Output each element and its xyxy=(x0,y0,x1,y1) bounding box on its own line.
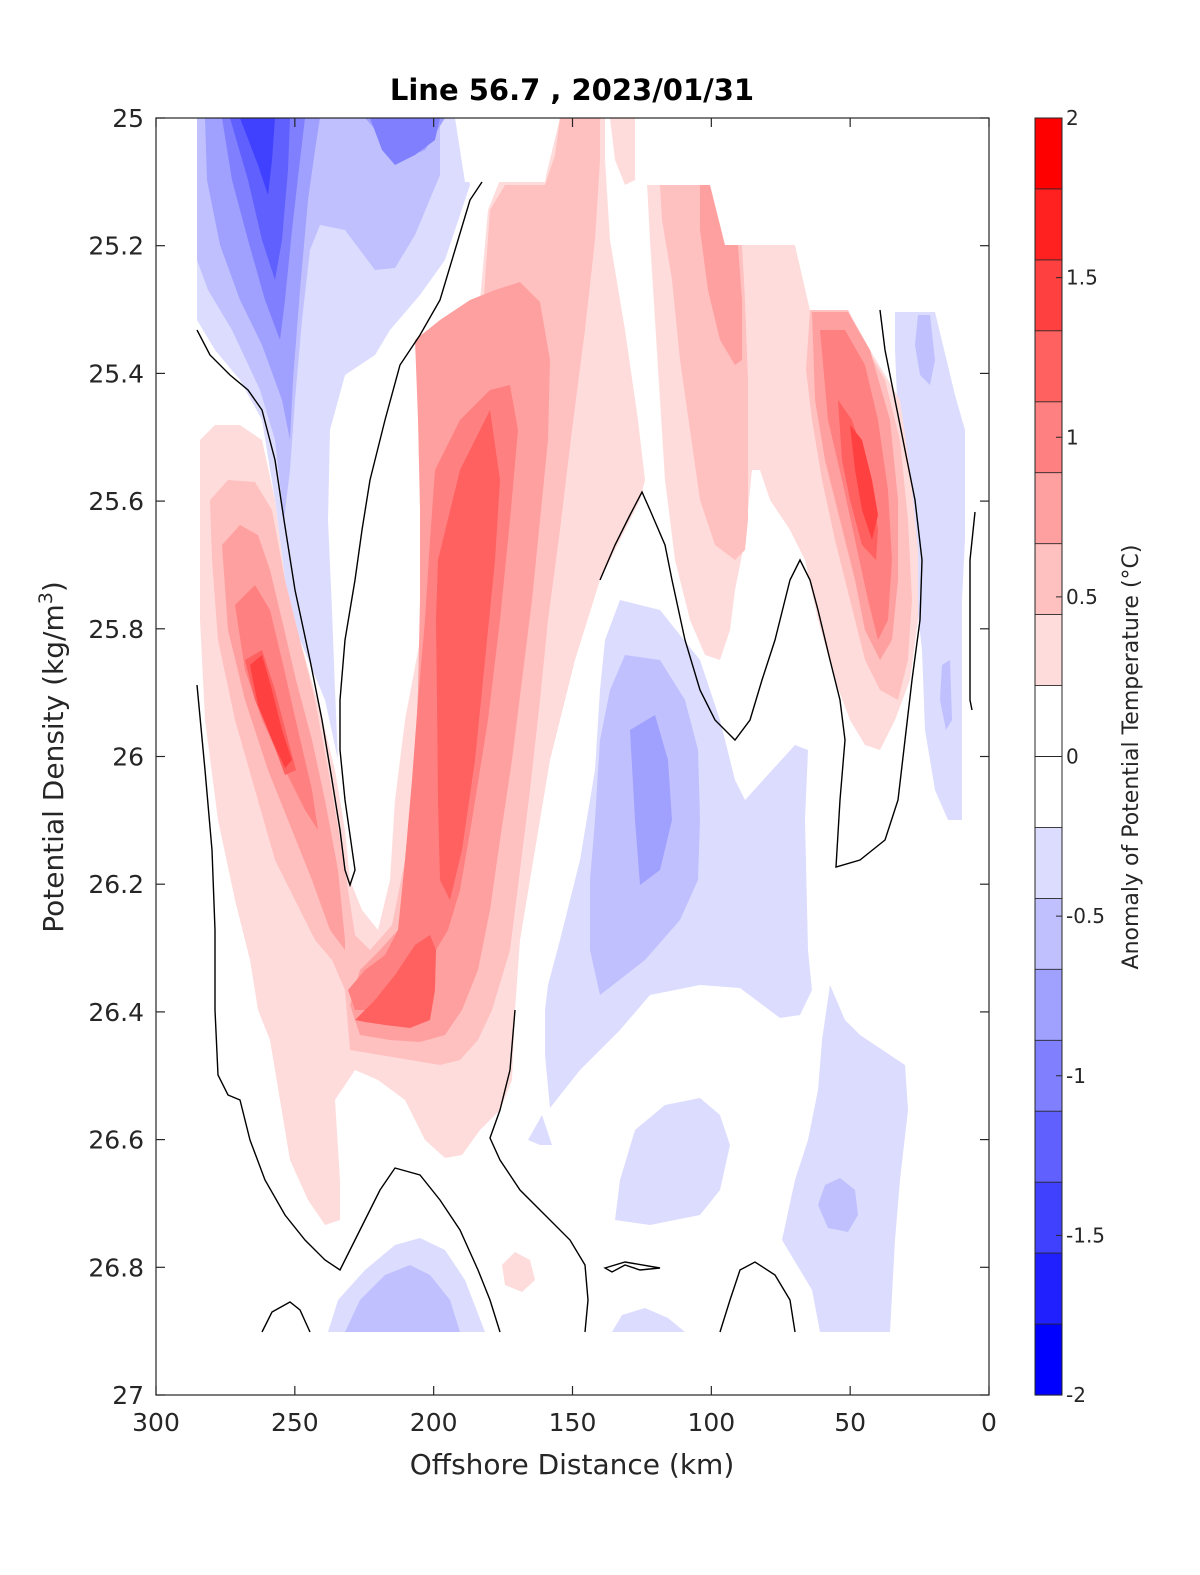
contour-fill-neg-level1 xyxy=(528,1115,552,1145)
contour-fill-pos-level5 xyxy=(436,410,500,900)
contour-fill-pos-level6 xyxy=(850,425,878,540)
x-axis-ticks: 300 250 200 150 100 50 0 xyxy=(132,118,997,1437)
contour-fill-pos-level3 xyxy=(700,185,742,365)
y-tick-label: 26.8 xyxy=(88,1253,144,1282)
contour-fill-pos-level1 xyxy=(610,118,635,185)
colorbar-tick-label: 0 xyxy=(1066,745,1079,769)
no-data-mask xyxy=(455,118,555,182)
contour-fill-neg-level1 xyxy=(612,1308,685,1332)
colorbar-swatch xyxy=(1035,614,1062,687)
colorbar-swatch xyxy=(1035,1324,1062,1396)
colorbar-label: Anomaly of Potential Temperature (°C) xyxy=(1119,545,1144,970)
y-axis-label-superscript: 3 xyxy=(35,592,57,604)
colorbar-tick-label: -1.5 xyxy=(1066,1223,1105,1247)
colorbar-swatch xyxy=(1035,756,1062,829)
x-tick-label: 200 xyxy=(410,1408,458,1437)
contour-fill-neg-level6 xyxy=(240,118,275,195)
contour-fill-pos-level6 xyxy=(250,655,292,768)
x-axis-label: Offshore Distance (km) xyxy=(410,1448,735,1481)
y-axis-ticks: 25 25.2 25.4 25.6 25.8 26 26.2 26.4 26.6 26.8 27 xyxy=(88,104,989,1410)
colorbar-swatch xyxy=(1035,898,1062,970)
colorbar-swatch xyxy=(1035,330,1062,403)
y-tick-label: 26 xyxy=(112,743,144,772)
colorbar-tick-label: -0.5 xyxy=(1066,904,1105,928)
y-tick-label: 26.4 xyxy=(88,998,144,1027)
contour-fill-neg-level3 xyxy=(370,118,440,165)
contour-fill-neg-level1 xyxy=(615,1098,730,1225)
colorbar-tick-label: 2 xyxy=(1066,106,1079,130)
no-data-mask xyxy=(965,310,989,1332)
y-tick-label: 26.6 xyxy=(88,1126,144,1155)
colorbar-ticks: 2 1.5 1 0.5 0 -0.5 -1 -1.5 -2 xyxy=(1056,106,1105,1407)
colorbar-tick-label: 1 xyxy=(1066,425,1079,449)
contour-fill-neg-level5 xyxy=(230,118,290,280)
contour-fill-neg-level1 xyxy=(782,985,908,1332)
colorbar-swatch xyxy=(1035,1111,1062,1183)
contour-fill-pos-level1 xyxy=(502,1252,535,1292)
contour-fill-neg-level2 xyxy=(915,315,935,385)
no-data-mask xyxy=(156,1332,989,1395)
x-tick-label: 100 xyxy=(687,1408,735,1437)
y-axis-label: Potential Density (kg/m3) xyxy=(35,581,70,933)
colorbar-tick-label: 1.5 xyxy=(1066,266,1098,290)
y-tick-label: 25.4 xyxy=(88,359,144,388)
y-tick-label: 25 xyxy=(112,104,144,133)
x-tick-label: 300 xyxy=(132,1408,180,1437)
colorbar-swatch xyxy=(1035,472,1062,545)
contour-fill-neg-level2 xyxy=(940,660,952,730)
chart-title: Line 56.7 , 2023/01/31 xyxy=(390,73,754,107)
y-tick-label: 26.2 xyxy=(88,870,144,899)
colorbar-tick-label: 0.5 xyxy=(1066,585,1098,609)
y-tick-label: 25.6 xyxy=(88,487,144,516)
x-tick-label: 150 xyxy=(549,1408,597,1437)
colorbar xyxy=(1035,118,1062,1396)
colorbar-swatch xyxy=(1035,827,1062,899)
contour-fill-neg-level2 xyxy=(345,1265,460,1332)
colorbar-tick-label: -2 xyxy=(1066,1383,1086,1407)
contour-fill-pos-level5 xyxy=(355,935,436,1028)
contour-fill-neg-level3 xyxy=(630,715,672,885)
contour-field xyxy=(156,118,989,1395)
colorbar-swatch xyxy=(1035,1253,1062,1325)
zero-contour-lines xyxy=(196,181,976,1333)
no-data-mask xyxy=(156,118,197,1332)
x-tick-label: 250 xyxy=(271,1408,319,1437)
y-tick-label: 27 xyxy=(112,1381,144,1410)
colorbar-swatch xyxy=(1035,259,1062,332)
x-tick-label: 0 xyxy=(981,1408,997,1437)
colorbar-swatch xyxy=(1035,969,1062,1041)
contour-fill-neg-level2 xyxy=(818,1178,858,1232)
x-tick-label: 50 xyxy=(834,1408,866,1437)
colorbar-swatch xyxy=(1035,685,1062,758)
colorbar-swatch xyxy=(1035,118,1062,190)
no-data-mask xyxy=(635,118,989,310)
y-tick-label: 25.2 xyxy=(88,232,144,261)
colorbar-swatch xyxy=(1035,1182,1062,1254)
colorbar-swatch xyxy=(1035,188,1062,261)
y-axis-label-close: ) xyxy=(37,581,70,592)
colorbar-tick-label: -1 xyxy=(1066,1064,1086,1088)
y-tick-label: 25.8 xyxy=(88,615,144,644)
colorbar-swatch xyxy=(1035,543,1062,616)
y-axis-label-main: Potential Density (kg/m xyxy=(37,604,70,933)
